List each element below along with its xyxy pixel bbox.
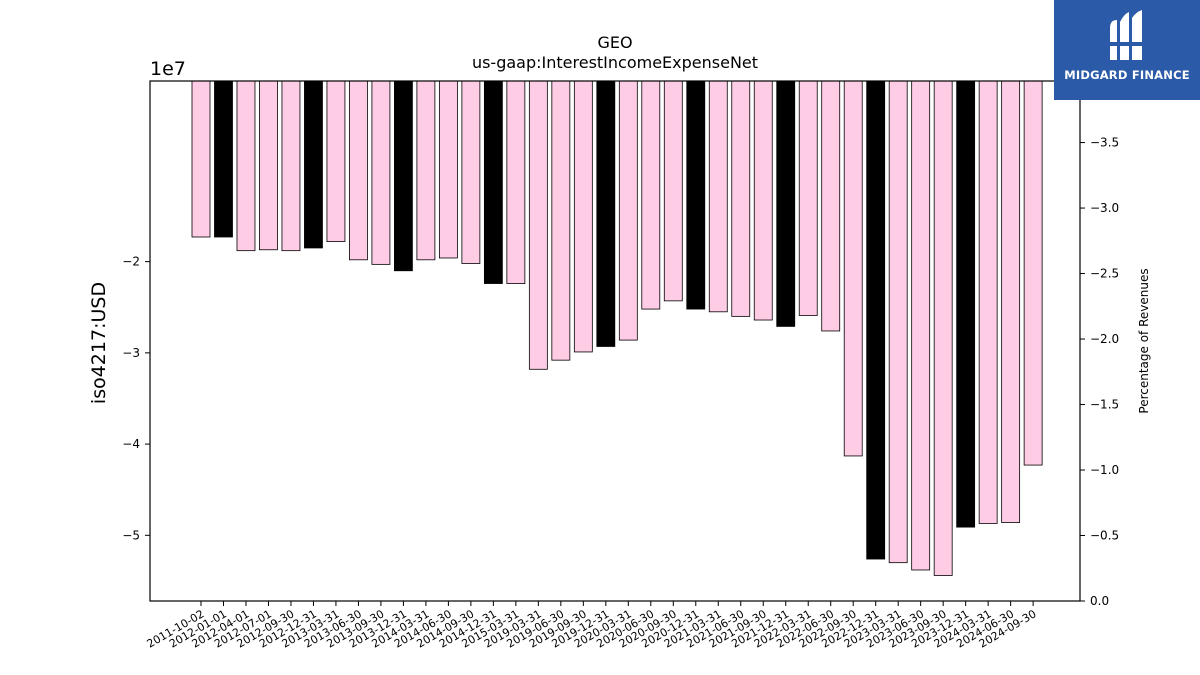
bar-2013-12-31 xyxy=(394,80,413,272)
y2-tick-label: −2.0 xyxy=(1090,332,1119,346)
bars xyxy=(191,80,1043,576)
chart-title: GEO xyxy=(597,33,632,52)
bar-2012-04-01 xyxy=(236,80,256,252)
bar-2012-12-31 xyxy=(304,80,323,249)
bar-2011-10-02 xyxy=(191,80,211,238)
bar-2020-12-31 xyxy=(686,80,706,310)
midgard-logo-icon xyxy=(1107,10,1145,60)
bar-2014-09-30 xyxy=(461,80,481,264)
bar-2019-09-30 xyxy=(573,80,593,353)
bar-2015-03-31 xyxy=(506,80,526,284)
plot-frame xyxy=(149,80,1081,602)
y2-tick-label: −1.5 xyxy=(1090,398,1119,412)
y2-tick-label: 0.0 xyxy=(1090,594,1109,608)
bar-2021-12-31 xyxy=(776,80,796,327)
y2-ticks: 0.0 −0.5 −1.0 −1.5 −2.0 −2.5 −3.0 −3.5 xyxy=(1080,136,1119,608)
y2-tick-label: −3.5 xyxy=(1090,136,1119,150)
y2-tick-label: −1.0 xyxy=(1090,463,1119,477)
chart-subtitle: us-gaap:InterestIncomeExpenseNet xyxy=(472,53,758,72)
bar-2022-12-31 xyxy=(866,80,886,560)
bar-2012-07-01 xyxy=(259,80,278,251)
bar-2022-06-30 xyxy=(821,80,841,332)
bar-2014-03-31 xyxy=(416,80,436,261)
bar-2014-12-31 xyxy=(483,80,503,284)
y-ticks: −5 −4 −3 −2 xyxy=(122,255,150,542)
y-axis-label: iso4217:USD xyxy=(88,282,110,404)
y2-tick-label: −3.0 xyxy=(1090,201,1119,215)
y2-tick-label: −2.5 xyxy=(1090,267,1119,281)
bar-2020-03-31 xyxy=(618,80,638,341)
y-tick-label: −5 xyxy=(122,528,140,542)
bar-2024-03-31 xyxy=(978,80,998,524)
y2-axis-label: Percentage of Revenues xyxy=(1137,268,1151,413)
brand-name: MIDGARD FINANCE xyxy=(1064,68,1190,82)
bar-2021-03-31 xyxy=(708,80,728,313)
x-ticks: 2011-10-022012-01-012012-04-012012-07-01… xyxy=(145,601,1039,651)
bar-2024-09-30 xyxy=(1023,80,1043,466)
bar-2024-06-30 xyxy=(1001,80,1021,523)
bar-2022-09-30 xyxy=(843,80,863,457)
bar-2021-06-30 xyxy=(731,80,751,317)
bar-2019-06-30 xyxy=(551,80,571,361)
bar-2013-09-30 xyxy=(371,80,391,265)
bar-2022-03-31 xyxy=(798,80,818,316)
bar-2013-06-30 xyxy=(349,80,368,261)
bar-2020-06-30 xyxy=(641,80,661,310)
bar-2014-06-30 xyxy=(438,80,458,259)
bar-2023-12-31 xyxy=(956,80,976,528)
y-offset-label: 1e7 xyxy=(150,58,186,80)
bar-2023-03-31 xyxy=(888,80,908,564)
bar-2012-01-01 xyxy=(214,80,233,238)
y-tick-label: −3 xyxy=(122,346,140,360)
bar-2019-03-31 xyxy=(528,80,548,370)
bar-2020-09-30 xyxy=(663,80,683,302)
bar-2012-09-30 xyxy=(281,80,301,252)
brand-logo: MIDGARD FINANCE xyxy=(1054,0,1200,100)
bar-2023-06-30 xyxy=(911,80,931,571)
y2-tick-label: −0.5 xyxy=(1090,529,1119,543)
y-tick-label: −2 xyxy=(122,255,140,269)
bar-2019-12-31 xyxy=(596,80,616,347)
y-tick-label: −4 xyxy=(122,437,140,451)
bar-2023-09-30 xyxy=(933,80,953,576)
bar-2013-03-31 xyxy=(326,80,346,242)
bar-2021-09-30 xyxy=(753,80,773,321)
